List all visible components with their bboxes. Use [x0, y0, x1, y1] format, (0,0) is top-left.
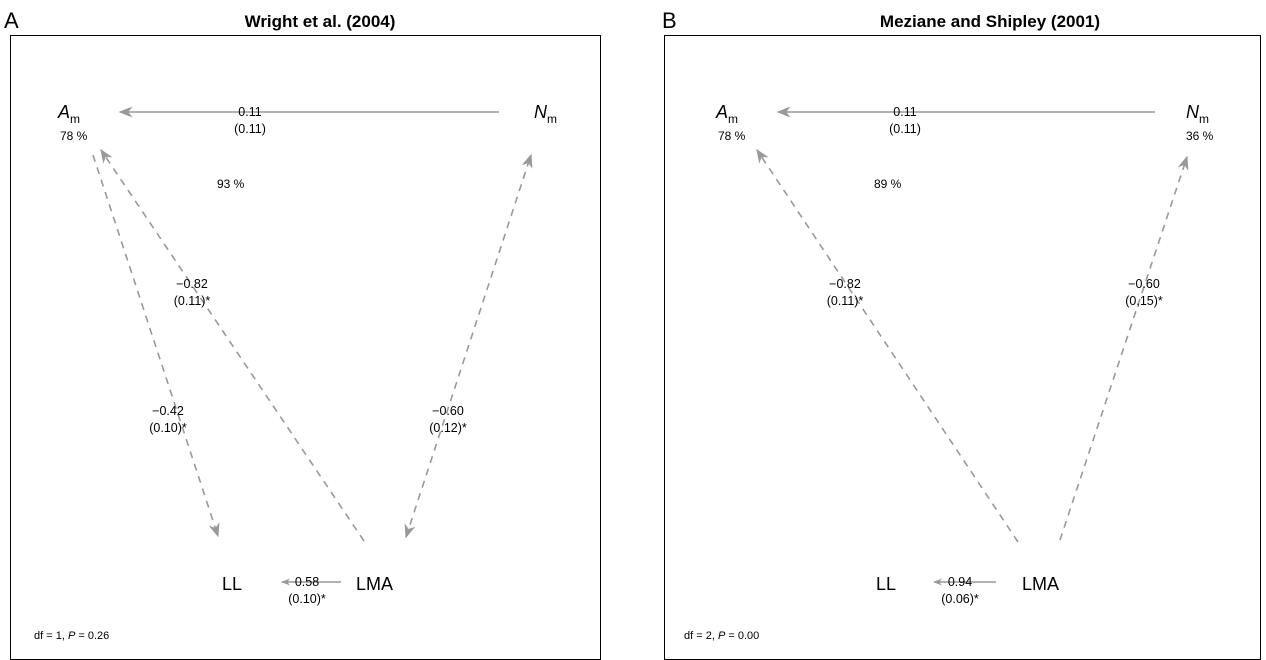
panel-b-title: Meziane and Shipley (2001)	[879, 12, 1101, 31]
center-b-r2: 89 %	[874, 177, 902, 191]
se-a-am-ll: (0.10)*	[149, 421, 187, 435]
se-a-nm-am: (0.11)	[234, 122, 266, 136]
arrow-b-lma-to-nm	[1059, 155, 1189, 541]
node-b-nm-r2: 36 %	[1186, 129, 1214, 143]
coef-a-nm-am: 0.11	[238, 105, 261, 119]
se-a-lma-ll: (0.10)*	[288, 592, 326, 606]
node-a-am: Am	[57, 102, 80, 126]
center-a-r2: 93 %	[217, 177, 245, 191]
node-a-lma: LMA	[356, 574, 393, 594]
coef-b-lma-ll: 0.94	[948, 575, 972, 589]
node-a-ll: LL	[222, 574, 242, 594]
se-a-lma-nm: (0.12)*	[429, 421, 467, 435]
se-b-lma-am: (0.11)*	[827, 294, 864, 308]
node-b-ll: LL	[876, 574, 896, 594]
fit-a: df = 1, P = 0.26	[34, 630, 109, 642]
node-b-am: Am	[715, 102, 738, 126]
coef-a-lma-am: −0.82	[176, 277, 208, 291]
coef-b-lma-nm: −0.60	[1128, 277, 1160, 291]
node-a-nm: Nm	[534, 102, 557, 126]
node-a-am-r2: 78 %	[60, 129, 88, 143]
panel-a-title: Wright et al. (2004)	[244, 12, 396, 31]
panel-a-letter: A	[4, 8, 19, 33]
node-b-am-r2: 78 %	[718, 129, 746, 143]
arrow-a-lma-nm	[404, 153, 533, 539]
coef-a-am-ll: −0.42	[152, 404, 184, 418]
arrow-a-lma-to-am	[100, 148, 365, 542]
se-a-lma-am: (0.11)*	[174, 294, 211, 308]
coef-a-lma-nm: −0.60	[432, 404, 464, 418]
node-b-lma: LMA	[1022, 574, 1059, 594]
coef-b-lma-am: −0.82	[829, 277, 861, 291]
se-b-nm-am: (0.11)	[889, 122, 921, 136]
fit-b: df = 2, P = 0.00	[684, 630, 759, 642]
node-b-nm: Nm	[1186, 102, 1209, 126]
arrow-b-lma-to-am	[756, 148, 1019, 543]
arrow-a-am-to-ll	[92, 154, 220, 538]
se-b-lma-nm: (0,15)*	[1125, 294, 1163, 308]
coef-b-nm-am: 0.11	[893, 105, 916, 119]
se-b-lma-ll: (0.06)*	[941, 592, 979, 606]
panel-b-letter: B	[662, 8, 677, 33]
coef-a-lma-ll: 0.58	[295, 575, 319, 589]
